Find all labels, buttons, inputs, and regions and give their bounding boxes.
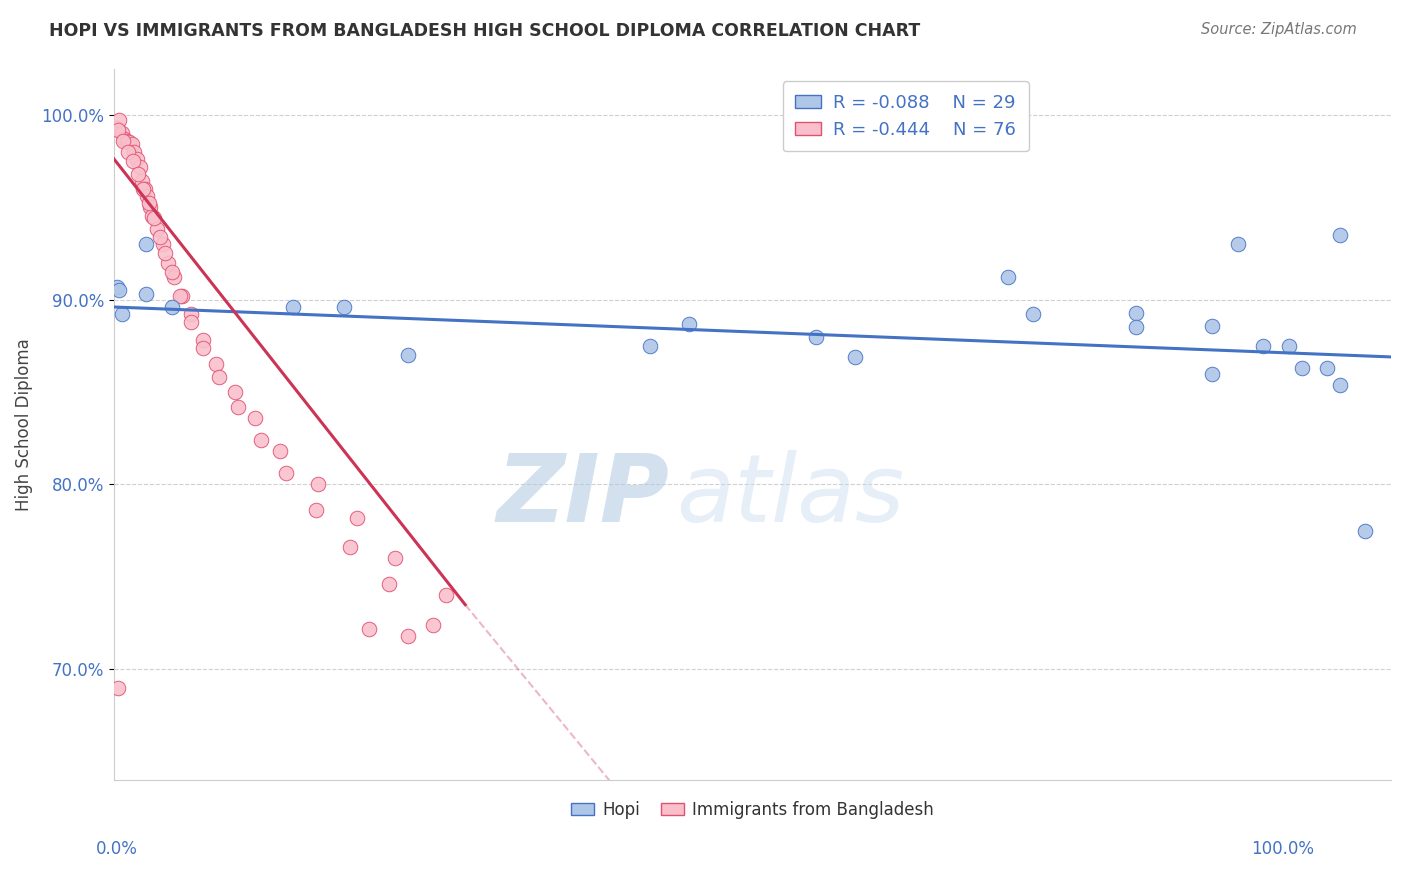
Point — [243, 411, 266, 425]
Point — [180, 315, 202, 329]
Point — [224, 385, 246, 400]
Point — [152, 237, 174, 252]
Point — [115, 134, 138, 148]
Point — [146, 222, 169, 236]
Point — [135, 237, 157, 252]
Point — [226, 400, 249, 414]
Point — [160, 300, 183, 314]
Point — [125, 152, 148, 166]
Point — [1253, 339, 1275, 353]
Point — [128, 160, 150, 174]
Point — [377, 577, 399, 591]
Point — [135, 287, 157, 301]
Point — [111, 307, 134, 321]
Text: ZIP: ZIP — [496, 450, 669, 541]
Point — [117, 145, 139, 159]
Point — [134, 182, 156, 196]
Point — [1125, 320, 1147, 334]
Point — [141, 210, 163, 224]
Point — [153, 246, 176, 260]
Point — [997, 270, 1019, 285]
Point — [806, 329, 828, 343]
Point — [111, 134, 134, 148]
Point — [108, 284, 131, 298]
Point — [122, 153, 145, 168]
Point — [1291, 361, 1313, 376]
Legend: Hopi, Immigrants from Bangladesh: Hopi, Immigrants from Bangladesh — [564, 794, 941, 825]
Point — [139, 200, 162, 214]
Point — [163, 270, 186, 285]
Text: Source: ZipAtlas.com: Source: ZipAtlas.com — [1201, 22, 1357, 37]
Point — [124, 145, 146, 159]
Point — [112, 132, 135, 146]
Point — [640, 339, 662, 353]
Point — [276, 467, 298, 481]
Y-axis label: High School Diploma: High School Diploma — [15, 338, 32, 511]
Point — [180, 307, 202, 321]
Point — [384, 551, 406, 566]
Point — [193, 333, 215, 347]
Point — [434, 589, 457, 603]
Point — [136, 189, 159, 203]
Point — [138, 196, 160, 211]
Point — [205, 357, 228, 371]
Point — [339, 541, 361, 555]
Text: 0.0%: 0.0% — [96, 840, 138, 858]
Point — [149, 229, 172, 244]
Point — [111, 126, 134, 140]
Point — [160, 265, 183, 279]
Point — [169, 289, 191, 303]
Point — [422, 618, 444, 632]
Point — [1125, 305, 1147, 319]
Point — [844, 350, 866, 364]
Point — [127, 167, 149, 181]
Point — [1201, 318, 1223, 333]
Point — [281, 300, 304, 314]
Point — [131, 174, 153, 188]
Point — [396, 348, 419, 362]
Point — [108, 113, 131, 128]
Point — [107, 681, 129, 695]
Point — [1201, 367, 1223, 381]
Point — [170, 289, 193, 303]
Point — [250, 433, 273, 447]
Point — [333, 300, 356, 314]
Point — [118, 136, 141, 150]
Point — [1022, 307, 1045, 321]
Text: 100.0%: 100.0% — [1251, 840, 1315, 858]
Point — [1329, 227, 1351, 242]
Point — [105, 120, 128, 135]
Text: HOPI VS IMMIGRANTS FROM BANGLADESH HIGH SCHOOL DIPLOMA CORRELATION CHART: HOPI VS IMMIGRANTS FROM BANGLADESH HIGH … — [49, 22, 921, 40]
Point — [305, 503, 328, 517]
Point — [678, 317, 700, 331]
Point — [307, 477, 329, 491]
Point — [346, 510, 368, 524]
Point — [1354, 524, 1376, 538]
Point — [359, 622, 381, 636]
Point — [1316, 361, 1339, 376]
Point — [208, 370, 231, 384]
Point — [193, 341, 215, 355]
Point — [121, 137, 143, 152]
Point — [396, 629, 419, 643]
Point — [105, 279, 128, 293]
Point — [269, 444, 291, 458]
Point — [107, 122, 129, 136]
Point — [1278, 339, 1301, 353]
Point — [132, 182, 155, 196]
Point — [1226, 237, 1249, 252]
Point — [1329, 377, 1351, 392]
Point — [142, 211, 165, 226]
Text: atlas: atlas — [676, 450, 904, 541]
Point — [156, 255, 179, 269]
